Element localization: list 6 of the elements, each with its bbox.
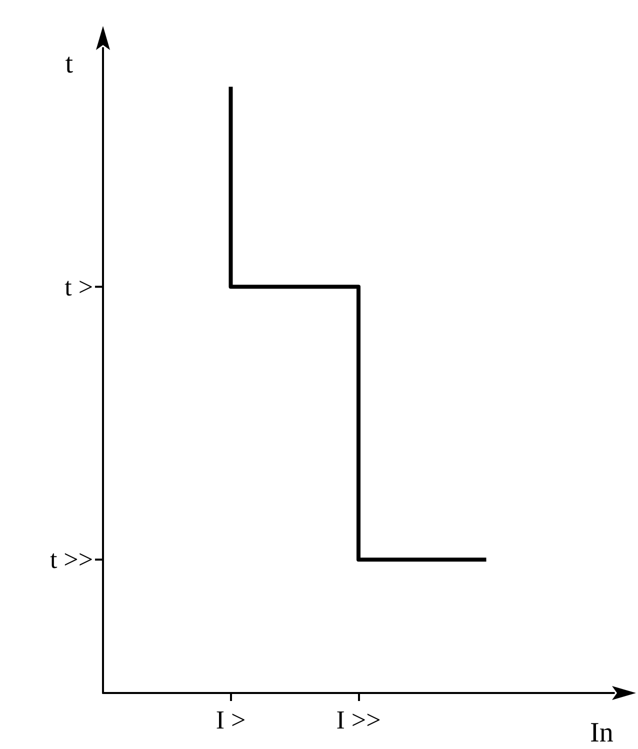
y-axis-title: t xyxy=(65,48,74,80)
x-axis-title: In xyxy=(590,718,614,748)
x-tick-label: I >> xyxy=(336,706,381,734)
text: t > xyxy=(64,272,93,302)
x-tick-label: I > xyxy=(216,706,246,734)
text: t >> xyxy=(50,545,93,574)
